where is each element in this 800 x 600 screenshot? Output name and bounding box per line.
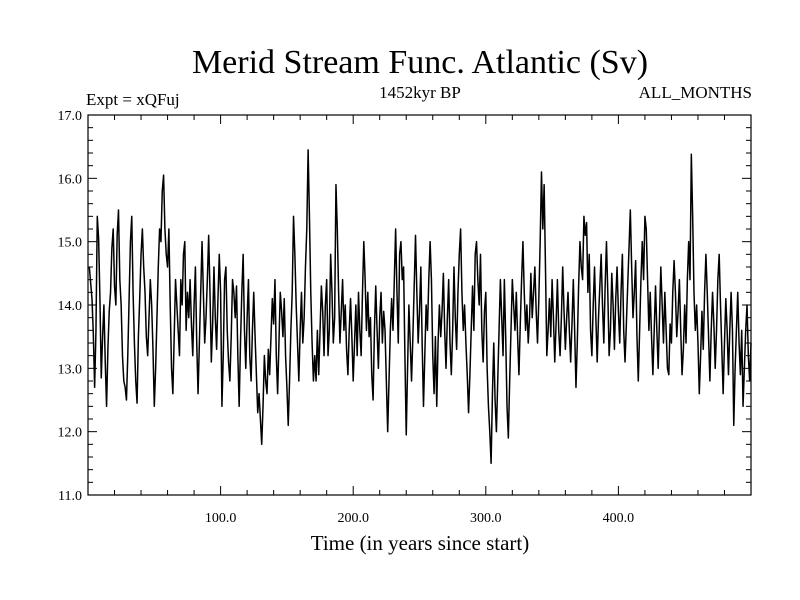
period-label: 1452kyr BP: [379, 83, 461, 102]
plot-frame: [87, 114, 752, 496]
x-tick-label: 100.0: [205, 511, 237, 526]
experiment-label: Expt = xQFuj: [86, 90, 180, 109]
y-tick-label: 14.0: [58, 299, 83, 314]
y-tick-label: 11.0: [58, 489, 82, 504]
months-label: ALL_MONTHS: [639, 83, 752, 102]
x-tick-label: 400.0: [603, 511, 635, 526]
y-tick-label: 15.0: [58, 236, 83, 251]
x-axis: 100.0 200.0 300.0 400.0: [114, 115, 725, 526]
y-tick-label: 12.0: [58, 426, 83, 441]
x-tick-label: 300.0: [470, 511, 502, 526]
y-tick-label: 13.0: [58, 362, 83, 377]
y-tick-label: 17.0: [58, 109, 83, 124]
chart-title: Merid Stream Func. Atlantic (Sv): [192, 44, 648, 81]
x-axis-label: Time (in years since start): [311, 531, 530, 555]
x-tick-label: 200.0: [337, 511, 369, 526]
y-tick-label: 16.0: [58, 172, 83, 187]
series-line: [88, 149, 752, 465]
